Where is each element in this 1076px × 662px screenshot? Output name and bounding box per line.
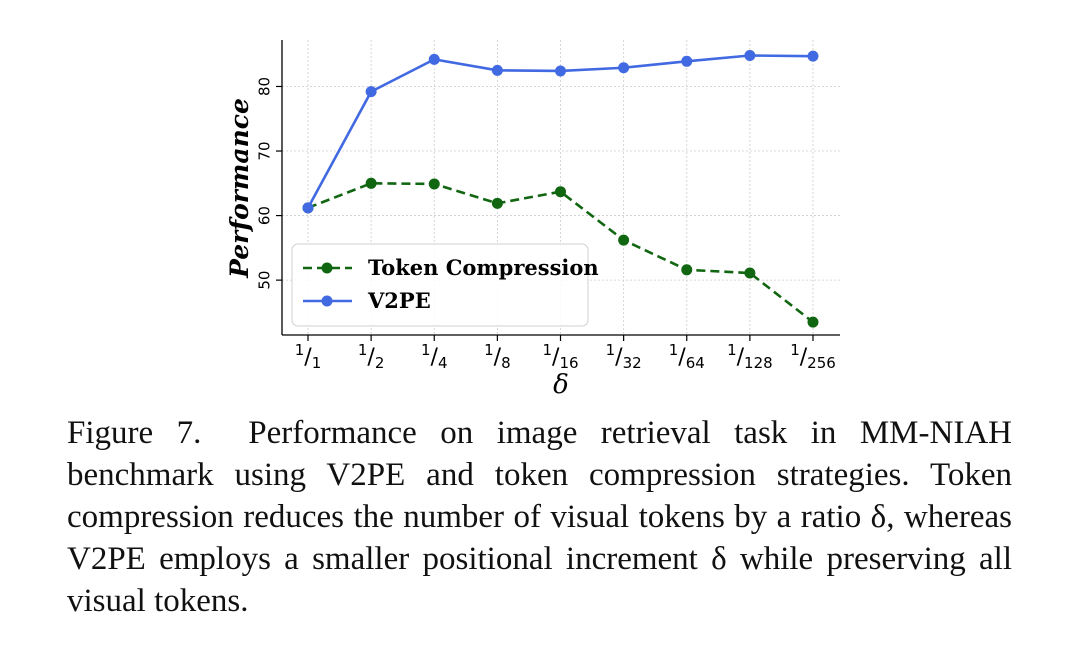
x-tick-label: 1/16 <box>542 341 578 372</box>
legend-marker-v2pe <box>321 295 333 307</box>
x-tick-label: 1/1 <box>295 341 322 372</box>
x-ticks: 1/1 1/2 1/4 1/8 1/16 1/32 1/64 1/128 1/256 <box>295 335 836 372</box>
legend: Token Compression V2PE <box>291 243 599 327</box>
legend-box <box>291 243 589 327</box>
data-point-token-compression <box>744 267 756 279</box>
data-point-token-compression <box>428 178 440 190</box>
data-point-v2pe <box>365 86 377 98</box>
y-axis-label: Performance <box>225 98 254 279</box>
x-tick-label: 1/64 <box>669 341 705 372</box>
legend-label-token-compression: Token Compression <box>368 255 599 280</box>
legend-label-v2pe: V2PE <box>367 288 431 313</box>
data-point-v2pe <box>807 50 819 62</box>
data-point-v2pe <box>744 49 756 61</box>
data-point-v2pe <box>555 65 566 77</box>
x-tick-label: 1/256 <box>790 341 836 372</box>
x-axis-label: δ <box>553 370 569 400</box>
y-tick-label: 50 <box>256 271 274 290</box>
x-tick-label: 1/32 <box>606 341 642 372</box>
series-line-token-compression <box>307 182 814 324</box>
x-tick-label: 1/4 <box>421 341 448 372</box>
data-point-v2pe <box>681 55 693 67</box>
figure-label: Figure 7. <box>67 415 202 451</box>
x-tick-label: 1/128 <box>727 341 773 372</box>
x-tick-label: 1/8 <box>484 341 511 372</box>
figure-caption: Figure 7. Performance on image retrieval… <box>67 412 1012 622</box>
y-tick-label: 80 <box>256 77 274 96</box>
series-layer <box>302 49 819 328</box>
data-point-v2pe <box>491 64 503 76</box>
x-tick-label: 1/2 <box>358 341 385 372</box>
data-point-token-compression <box>365 177 377 189</box>
data-point-v2pe <box>618 62 630 74</box>
data-point-token-compression <box>491 197 503 209</box>
y-tick-label: 70 <box>256 141 274 160</box>
data-point-v2pe <box>428 53 440 65</box>
data-point-token-compression <box>807 316 819 328</box>
data-point-token-compression <box>681 264 693 276</box>
data-point-token-compression <box>618 234 630 246</box>
y-tick-label: 60 <box>256 206 274 225</box>
legend-marker-token-compression <box>321 262 333 274</box>
caption-text: Performance on image retrieval task in M… <box>67 415 1013 619</box>
data-point-token-compression <box>555 186 566 198</box>
y-ticks: 50 60 70 80 <box>256 77 282 290</box>
data-point-v2pe <box>302 202 314 214</box>
